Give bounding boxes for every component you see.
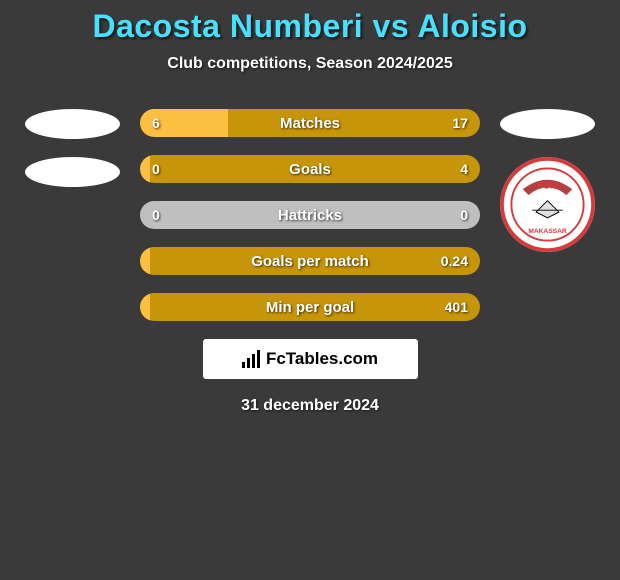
snapshot-date: 31 december 2024 bbox=[0, 397, 620, 415]
svg-text:PSM: PSM bbox=[537, 180, 558, 191]
page-title: Dacosta Numberi vs Aloisio bbox=[0, 8, 620, 45]
stat-bar-left-value: 6 bbox=[152, 109, 160, 137]
left-player-column bbox=[25, 109, 120, 321]
stat-bar-right-segment bbox=[150, 293, 480, 321]
stat-bar: Hattricks00 bbox=[140, 201, 480, 229]
svg-text:MAKASSAR: MAKASSAR bbox=[528, 228, 567, 235]
stats-block: Matches617Goals04Hattricks00Goals per ma… bbox=[0, 109, 620, 321]
stat-bar-left-segment bbox=[140, 247, 150, 275]
stat-bar-left-segment bbox=[140, 155, 150, 183]
stat-bar-left-segment bbox=[140, 293, 150, 321]
subtitle: Club competitions, Season 2024/2025 bbox=[0, 55, 620, 73]
stat-bar-right-value: 0 bbox=[460, 201, 468, 229]
stat-bar: Goals04 bbox=[140, 155, 480, 183]
stat-bar-left-segment bbox=[140, 201, 310, 229]
player-badge-placeholder bbox=[25, 157, 120, 187]
stat-bar: Matches617 bbox=[140, 109, 480, 137]
bars-icon bbox=[242, 350, 260, 368]
stat-bar-right-value: 4 bbox=[460, 155, 468, 183]
stat-bars-column: Matches617Goals04Hattricks00Goals per ma… bbox=[140, 109, 480, 321]
comparison-card: Dacosta Numberi vs Aloisio Club competit… bbox=[0, 0, 620, 415]
stat-bar-left-value: 0 bbox=[152, 201, 160, 229]
stat-bar-right-value: 401 bbox=[445, 293, 468, 321]
stat-bar-right-segment bbox=[150, 247, 480, 275]
logo-text: FcTables.com bbox=[266, 349, 378, 369]
fctables-logo: FcTables.com bbox=[203, 339, 418, 379]
stat-bar-right-value: 0.24 bbox=[441, 247, 468, 275]
right-player-column: PSM MAKASSAR bbox=[500, 109, 595, 321]
stat-bar-right-segment bbox=[150, 155, 480, 183]
stat-bar: Goals per match0.24 bbox=[140, 247, 480, 275]
stat-bar-right-value: 17 bbox=[452, 109, 468, 137]
psm-makassar-badge: PSM MAKASSAR bbox=[500, 157, 595, 252]
stat-bar: Min per goal401 bbox=[140, 293, 480, 321]
stat-bar-left-value: 0 bbox=[152, 155, 160, 183]
player-badge-placeholder bbox=[500, 109, 595, 139]
player-badge-placeholder bbox=[25, 109, 120, 139]
stat-bar-right-segment bbox=[228, 109, 480, 137]
stat-bar-right-segment bbox=[310, 201, 480, 229]
